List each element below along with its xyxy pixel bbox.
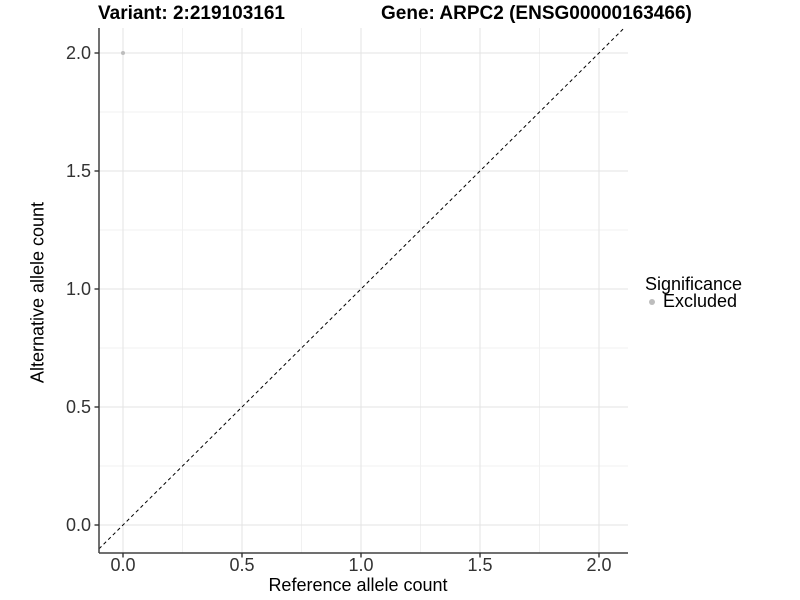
data-point <box>121 51 125 55</box>
legend-circle-marker-icon <box>649 298 655 305</box>
x-tick-label: 0.5 <box>229 555 254 575</box>
y-tick-label: 1.0 <box>66 279 91 299</box>
legend-item-excluded: Excluded <box>646 291 737 312</box>
legend-item-label: Excluded <box>663 291 738 311</box>
x-axis-title: Reference allele count <box>268 575 448 595</box>
x-tick-label: 2.0 <box>586 555 611 575</box>
y-tick-label: 2.0 <box>66 43 91 63</box>
x-tick-label: 0.0 <box>110 555 135 575</box>
y-axis-title: Alternative allele count <box>27 201 48 384</box>
y-tick-label: 0.0 <box>66 515 91 535</box>
y-tick-label: 0.5 <box>66 397 91 417</box>
legend-title: Significance <box>645 274 743 294</box>
identity-dashed-line <box>98 27 625 550</box>
plot-title-gene: Gene: ARPC2 (ENSG00000163466) <box>381 3 692 24</box>
plot-title-variant: Variant: 2:219103161 <box>98 3 285 24</box>
x-tick-label: 1.5 <box>467 555 492 575</box>
x-tick-label: 1.0 <box>348 555 373 575</box>
y-tick-label: 1.5 <box>66 161 91 181</box>
